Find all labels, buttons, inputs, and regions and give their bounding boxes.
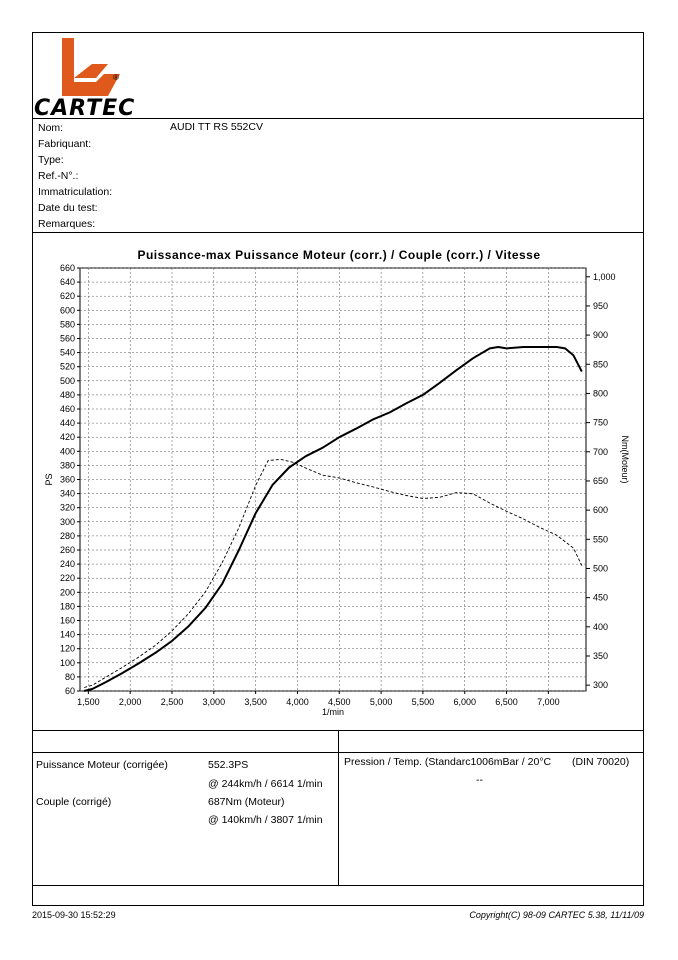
report-frame <box>32 32 644 906</box>
timestamp: 2015-09-30 15:52:29 <box>32 910 116 920</box>
field-label-fabriquant: Fabriquant: <box>38 138 92 150</box>
chart-title: Puissance-max Puissance Moteur (corr.) /… <box>137 248 541 262</box>
pressure-value: -- <box>476 774 483 786</box>
power-label: Puissance Moteur (corrigée) <box>36 759 168 771</box>
divider-header <box>32 118 644 119</box>
divider-results-bottom <box>32 885 644 886</box>
field-value-nom: AUDI TT RS 552CV <box>170 121 263 133</box>
pressure-label: Pression / Temp. (Standarc1006mBar / 20°… <box>344 756 552 768</box>
torque-at: @ 140km/h / 3807 1/min <box>208 814 323 826</box>
divider-results-col <box>338 730 339 886</box>
torque-label: Couple (corrigé) <box>36 796 112 808</box>
field-label-type: Type: <box>38 154 64 166</box>
torque-value: 687Nm (Moteur) <box>208 796 285 808</box>
field-label-nom: Nom: <box>38 122 64 134</box>
norm-label: (DIN 70020) <box>572 756 630 768</box>
field-label-remarques: Remarques: <box>38 218 96 230</box>
registered-mark: ® <box>113 73 119 82</box>
power-value: 552.3PS <box>208 759 249 771</box>
field-label-immatriculation: Immatriculation: <box>38 186 113 198</box>
field-label-date: Date du test: <box>38 202 98 214</box>
field-label-ref: Ref.-N°.: <box>38 170 79 182</box>
power-at: @ 244km/h / 6614 1/min <box>208 778 323 790</box>
brand-name: CARTEC <box>34 96 136 121</box>
cartec-logo-icon <box>62 38 120 96</box>
divider-info <box>32 232 644 233</box>
copyright: Copyright(C) 98-09 CARTEC 5.38, 11/11/09 <box>469 910 644 920</box>
